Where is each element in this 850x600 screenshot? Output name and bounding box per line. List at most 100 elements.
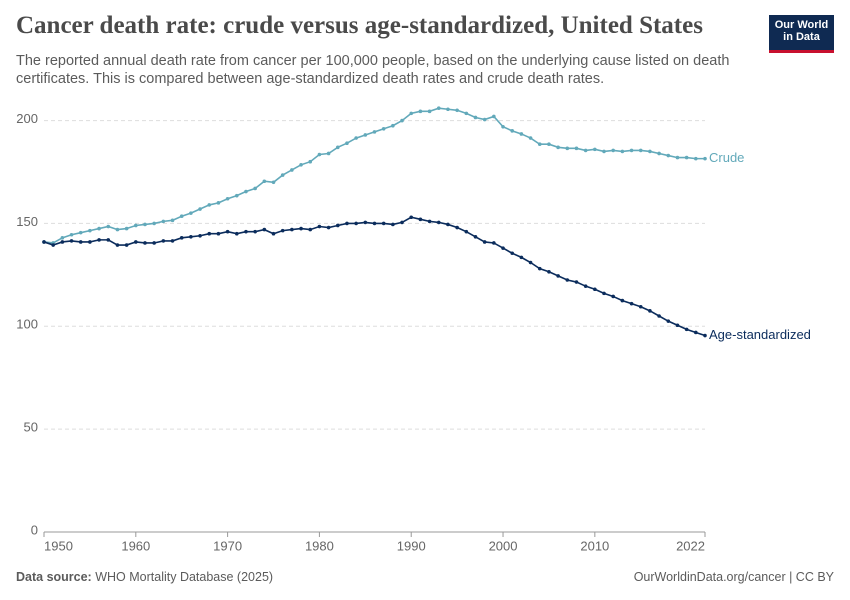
data-point — [473, 115, 478, 120]
data-point — [179, 214, 184, 219]
data-point — [189, 235, 193, 239]
data-point — [134, 240, 138, 244]
data-point — [152, 221, 156, 226]
data-point — [244, 189, 248, 194]
data-point — [253, 229, 257, 234]
data-point — [216, 231, 221, 236]
data-point — [115, 227, 120, 232]
x-tick-label: 1980 — [305, 538, 334, 553]
data-point — [648, 149, 652, 154]
data-point — [684, 327, 689, 332]
data-point — [88, 228, 92, 233]
data-point — [170, 218, 175, 223]
data-point — [400, 118, 404, 123]
data-point — [611, 148, 615, 153]
y-tick-label: 50 — [24, 420, 38, 435]
data-point — [51, 243, 55, 247]
data-point — [455, 108, 459, 113]
data-point — [198, 207, 202, 211]
data-point — [234, 231, 239, 236]
data-point — [556, 145, 560, 150]
data-point — [482, 240, 487, 244]
data-point — [684, 155, 689, 160]
data-point — [60, 240, 65, 244]
data-point — [372, 130, 377, 134]
chart-subtitle: The reported annual death rate from canc… — [16, 53, 730, 87]
data-point — [574, 280, 579, 284]
source-text: WHO Mortality Database (2025) — [95, 570, 274, 584]
data-point — [409, 215, 414, 220]
logo-line: in Data — [783, 31, 820, 43]
data-point — [78, 240, 83, 244]
data-point — [78, 230, 83, 235]
data-point — [501, 124, 505, 129]
data-point — [207, 203, 212, 207]
data-point — [703, 333, 707, 338]
logo[interactable]: Our World in Data — [769, 15, 834, 53]
data-point — [391, 123, 395, 128]
x-tick-label: 1960 — [121, 538, 150, 553]
x-tick-label: 1990 — [397, 538, 426, 553]
data-point — [189, 211, 193, 215]
data-point — [510, 251, 515, 256]
data-point — [115, 243, 120, 247]
series-label: Crude — [709, 150, 744, 165]
data-point — [42, 240, 46, 244]
data-point — [317, 152, 322, 157]
data-point — [703, 156, 707, 161]
data-point — [143, 222, 147, 227]
data-point — [629, 301, 634, 306]
data-point — [170, 239, 175, 243]
data-point — [280, 173, 285, 177]
data-point — [565, 278, 570, 282]
data-point — [308, 227, 313, 232]
data-point — [620, 298, 625, 303]
data-point — [565, 146, 570, 151]
data-point — [216, 201, 221, 205]
data-point — [583, 148, 588, 153]
data-point — [326, 151, 331, 156]
y-tick-label: 150 — [16, 214, 38, 229]
data-point — [611, 294, 615, 299]
data-point — [400, 220, 404, 225]
data-point — [60, 236, 65, 240]
data-point — [335, 223, 340, 228]
data-point — [271, 231, 276, 236]
series-line — [43, 216, 706, 337]
data-point — [253, 186, 257, 191]
data-point — [372, 221, 377, 226]
data-point — [547, 142, 551, 147]
data-point — [363, 220, 368, 225]
data-point — [271, 180, 276, 185]
data-point — [537, 266, 542, 271]
data-point — [648, 309, 652, 313]
data-point — [290, 168, 294, 172]
x-tick-label: 2022 — [676, 538, 705, 553]
data-point — [537, 142, 542, 147]
data-point — [510, 129, 515, 133]
data-point — [436, 106, 441, 111]
data-point — [280, 228, 285, 233]
data-point — [225, 196, 230, 201]
data-point — [501, 246, 505, 250]
data-point — [161, 219, 166, 224]
x-tick-label: 2000 — [489, 538, 518, 553]
data-point — [106, 224, 111, 229]
data-point — [694, 330, 698, 335]
data-point — [317, 224, 322, 229]
data-point — [97, 226, 101, 231]
data-point — [124, 243, 129, 247]
data-point — [620, 149, 625, 154]
footer-link[interactable]: OurWorldinData.org/cancer | CC BY — [633, 570, 834, 584]
y-tick-label: 200 — [16, 111, 38, 126]
data-point — [335, 145, 340, 150]
data-point — [418, 109, 423, 114]
data-point — [97, 238, 101, 242]
data-point — [381, 127, 386, 131]
data-point — [675, 323, 680, 328]
data-point — [638, 148, 643, 153]
data-point — [675, 155, 680, 160]
data-point — [152, 241, 156, 245]
data-point — [602, 149, 606, 154]
data-point — [593, 147, 597, 152]
